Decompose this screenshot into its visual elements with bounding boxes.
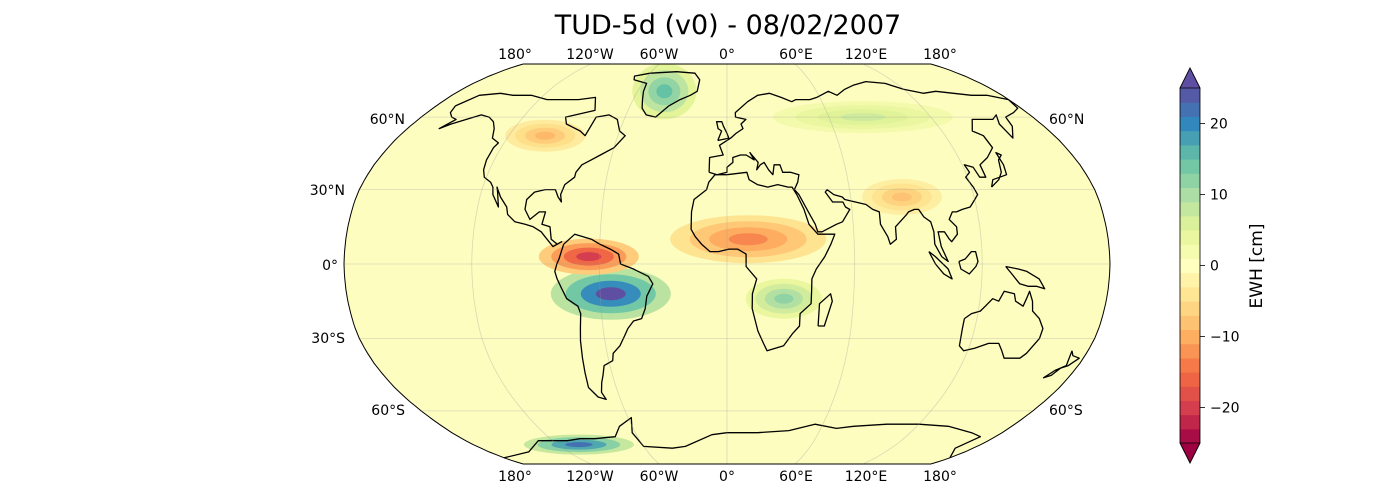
anomaly-blob bbox=[656, 84, 673, 99]
coastline-eurasia bbox=[708, 80, 1019, 263]
colorbar-band bbox=[1180, 272, 1200, 288]
coastline-africa bbox=[690, 171, 836, 352]
colorbar-band bbox=[1180, 244, 1200, 259]
colorbar-tick-label: 10 bbox=[1210, 188, 1228, 204]
anomaly-blob bbox=[576, 252, 602, 262]
anomaly-blob bbox=[728, 233, 768, 246]
latitude-label-left: 30°S bbox=[311, 331, 345, 347]
meridian bbox=[471, 64, 592, 464]
colorbar-band bbox=[1180, 102, 1200, 117]
longitude-label-top: 180° bbox=[923, 47, 957, 63]
coastlines bbox=[438, 71, 1080, 459]
longitude-label-bottom: 120°E bbox=[845, 469, 888, 485]
graticule bbox=[344, 64, 1110, 464]
coastline-antarctica bbox=[503, 416, 982, 459]
anomaly-blob bbox=[840, 113, 886, 122]
anomaly-blob bbox=[535, 131, 556, 140]
colorbar-band bbox=[1180, 144, 1200, 160]
anomaly-blob bbox=[892, 192, 912, 202]
colorbar-label: EWH [cm] bbox=[1247, 224, 1267, 309]
longitude-labels-top: 180° 120°W 60°W 0° 60°E 120°E 180° bbox=[498, 47, 957, 63]
meridian bbox=[598, 64, 660, 464]
colorbar-band bbox=[1180, 159, 1200, 174]
latitude-labels-right: 60°N 60°S bbox=[1049, 112, 1084, 419]
map-outline bbox=[343, 63, 1111, 465]
colorbar-band bbox=[1180, 201, 1200, 217]
colorbar-tick-label: 0 bbox=[1210, 259, 1219, 275]
coastline-indonesia-sumatra bbox=[928, 251, 953, 280]
colorbar-band bbox=[1180, 286, 1200, 302]
colorbar-band bbox=[1180, 130, 1200, 146]
colorbar-band bbox=[1180, 88, 1200, 103]
longitude-label-top: 180° bbox=[498, 47, 532, 63]
meridian bbox=[794, 64, 856, 464]
colorbar-band bbox=[1180, 386, 1200, 401]
latitude-labels-left: 60°N 30°N 0° 30°S 60°S bbox=[310, 112, 405, 419]
colorbar-ticks: 20 10 0 −10 −20 bbox=[1200, 117, 1240, 417]
longitude-label-bottom: 180° bbox=[498, 469, 532, 485]
longitude-label-top: 120°W bbox=[566, 47, 614, 63]
longitude-label-bottom: 0° bbox=[719, 469, 735, 485]
colorbar-band bbox=[1180, 215, 1200, 231]
coastline-british-isles bbox=[715, 121, 730, 142]
coastline-new-guinea bbox=[1005, 265, 1046, 290]
longitude-label-bottom: 180° bbox=[923, 469, 957, 485]
latitude-label-right: 60°S bbox=[1049, 403, 1083, 419]
colorbar-outline bbox=[1179, 67, 1201, 464]
longitude-label-bottom: 120°W bbox=[566, 469, 614, 485]
colorbar-bands bbox=[1180, 88, 1200, 444]
colorbar-band bbox=[1180, 400, 1200, 416]
longitude-label-top: 120°E bbox=[845, 47, 888, 63]
colorbar: 20 10 0 −10 −20 EWH [cm] bbox=[1179, 67, 1267, 464]
anomaly-layer bbox=[505, 64, 953, 455]
map-background bbox=[344, 64, 1110, 464]
colorbar-band bbox=[1180, 315, 1200, 330]
colorbar-tick-label: −10 bbox=[1210, 330, 1240, 346]
longitude-label-top: 60°E bbox=[779, 47, 813, 63]
anomaly-blob bbox=[595, 287, 626, 301]
latitude-label-left: 60°S bbox=[371, 403, 405, 419]
colorbar-band bbox=[1180, 116, 1200, 132]
latitude-label-left: 0° bbox=[322, 258, 338, 274]
colorbar-tick-label: −20 bbox=[1210, 401, 1240, 417]
coastline-south-america bbox=[554, 233, 654, 401]
anomaly-blob bbox=[565, 442, 593, 448]
longitude-label-bottom: 60°E bbox=[779, 469, 813, 485]
colorbar-tick-label: 20 bbox=[1210, 117, 1228, 133]
colorbar-extend-bottom bbox=[1179, 442, 1201, 464]
colorbar-band bbox=[1180, 357, 1200, 373]
coastline-japan bbox=[990, 151, 1008, 188]
longitude-label-top: 0° bbox=[719, 47, 735, 63]
longitude-label-bottom: 60°W bbox=[640, 469, 679, 485]
colorbar-band bbox=[1180, 329, 1200, 345]
latitude-label-left: 60°N bbox=[370, 112, 405, 128]
colorbar-extend-top bbox=[1179, 67, 1201, 89]
plot-title: TUD-5d (v0) - 08/02/2007 bbox=[554, 10, 902, 41]
coastline-australia bbox=[958, 290, 1044, 359]
colorbar-band bbox=[1180, 173, 1200, 188]
colorbar-band bbox=[1180, 230, 1200, 245]
colorbar-band bbox=[1180, 301, 1200, 316]
longitude-labels-bottom: 180° 120°W 60°W 0° 60°E 120°E 180° bbox=[498, 469, 957, 485]
longitude-label-top: 60°W bbox=[640, 47, 679, 63]
coastline-north-america bbox=[438, 92, 626, 248]
latitude-label-right: 60°N bbox=[1049, 112, 1084, 128]
colorbar-band bbox=[1180, 343, 1200, 359]
latitude-label-left: 30°N bbox=[310, 183, 345, 199]
coastline-new-zealand bbox=[1042, 350, 1080, 379]
colorbar-band bbox=[1180, 187, 1200, 203]
coastline-greenland bbox=[633, 71, 701, 118]
colorbar-band bbox=[1180, 414, 1200, 430]
anomaly-blob bbox=[774, 293, 794, 304]
meridian bbox=[862, 64, 983, 464]
colorbar-band bbox=[1180, 428, 1200, 444]
coastline-madagascar bbox=[817, 293, 833, 327]
colorbar-band bbox=[1180, 258, 1200, 274]
colorbar-band bbox=[1180, 372, 1200, 387]
map-panel: 180° 120°W 60°W 0° 60°E 120°E 180° 180° 120°W 60… bbox=[310, 47, 1111, 485]
coastline-indonesia-borneo bbox=[958, 250, 979, 275]
